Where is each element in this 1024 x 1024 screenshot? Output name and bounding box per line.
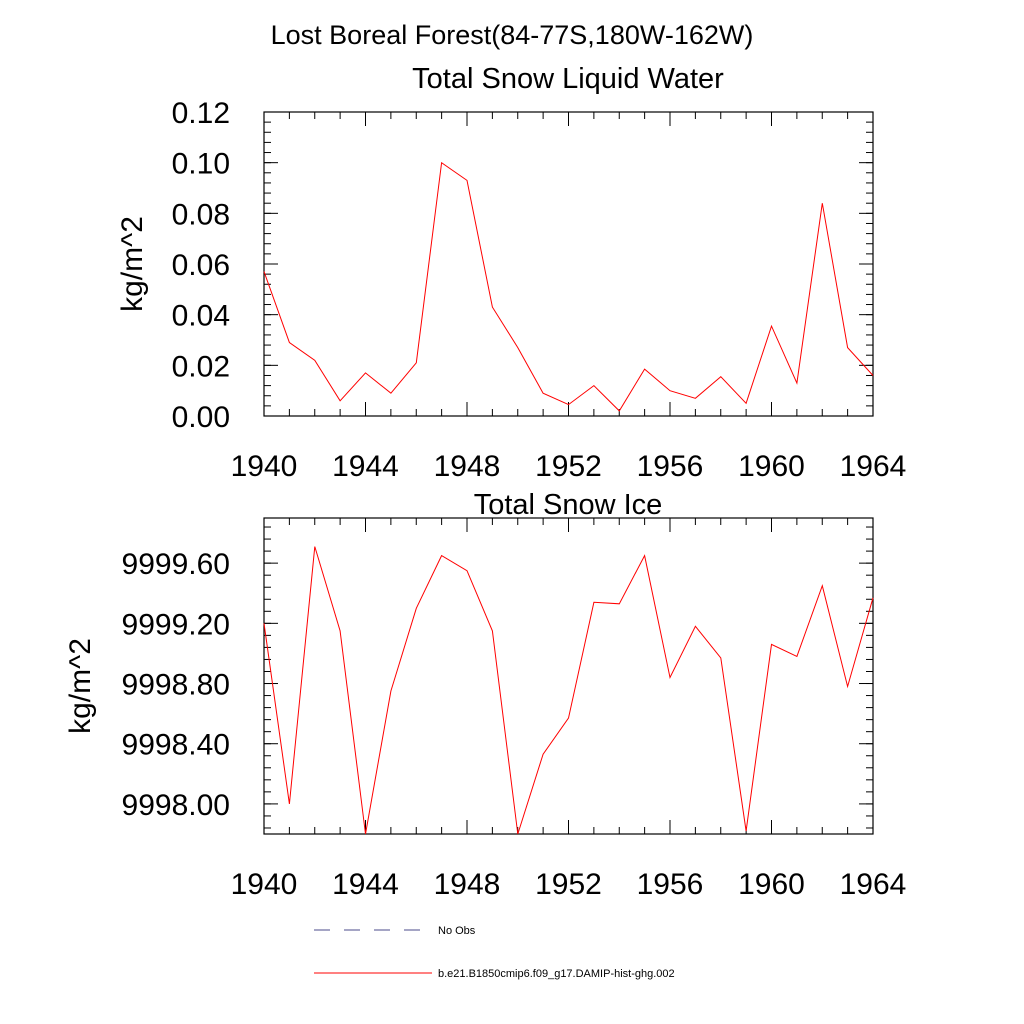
y-tick-label: 0.12 <box>172 97 230 130</box>
y-axis-label: kg/m^2 <box>64 638 97 734</box>
x-tick-label: 1952 <box>535 868 602 901</box>
y-tick-label: 0.08 <box>172 198 230 231</box>
y-tick-label: 0.02 <box>172 350 230 383</box>
x-tick-label: 1956 <box>637 868 704 901</box>
x-tick-label: 1952 <box>535 450 602 483</box>
panel-liquid-water: Total Snow Liquid Water kg/m^2 1940 1944 1… <box>116 63 906 483</box>
plot-area: 1940 1944 1948 1952 1956 1960 1964 9998.00 9998.… <box>122 517 907 901</box>
y-tick-label: 9999.60 <box>122 548 230 581</box>
x-tick-label: 1948 <box>434 450 501 483</box>
legend: No Obs b.e21.B1850cmip6.f09_g17.DAMIP-hi… <box>314 925 675 980</box>
x-tick-label: 1948 <box>434 868 501 901</box>
y-tick-label: 0.00 <box>172 401 230 434</box>
y-tick-label: 9999.20 <box>122 608 230 641</box>
panel-title: Total Snow Liquid Water <box>412 63 724 95</box>
plot-area: 1940 1944 1948 1952 1956 1960 1964 0.00 0.02 0.04… <box>172 97 907 483</box>
series-line <box>263 546 874 835</box>
panel-snow-ice: Total Snow Ice kg/m^2 1940 1944 1948 1952 19… <box>64 489 906 901</box>
x-tick-label: 1964 <box>840 868 907 901</box>
y-tick-label: 0.04 <box>172 300 230 333</box>
x-tick-label: 1960 <box>738 450 805 483</box>
x-tick-label: 1940 <box>231 868 298 901</box>
y-tick-label: 0.06 <box>172 249 230 282</box>
y-tick-label: 9998.80 <box>122 669 230 702</box>
y-tick-label: 9998.00 <box>122 789 230 822</box>
x-tick-label: 1956 <box>637 450 704 483</box>
x-tick-label: 1944 <box>332 450 399 483</box>
plot-frame <box>263 517 874 835</box>
x-tick-label: 1964 <box>840 450 907 483</box>
legend-label-no-obs: No Obs <box>438 925 476 937</box>
y-tick-label: 9998.40 <box>122 729 230 762</box>
y-axis-label: kg/m^2 <box>116 216 149 312</box>
series-line <box>263 161 874 412</box>
x-tick-label: 1940 <box>231 450 298 483</box>
panel-title: Total Snow Ice <box>474 489 663 521</box>
y-tick-label: 0.10 <box>172 148 230 181</box>
plot-frame <box>263 111 874 417</box>
x-tick-label: 1944 <box>332 868 399 901</box>
legend-label-model: b.e21.B1850cmip6.f09_g17.DAMIP-hist-ghg.… <box>438 968 675 980</box>
x-tick-label: 1960 <box>738 868 805 901</box>
main-title: Lost Boreal Forest(84-77S,180W-162W) <box>271 20 754 50</box>
